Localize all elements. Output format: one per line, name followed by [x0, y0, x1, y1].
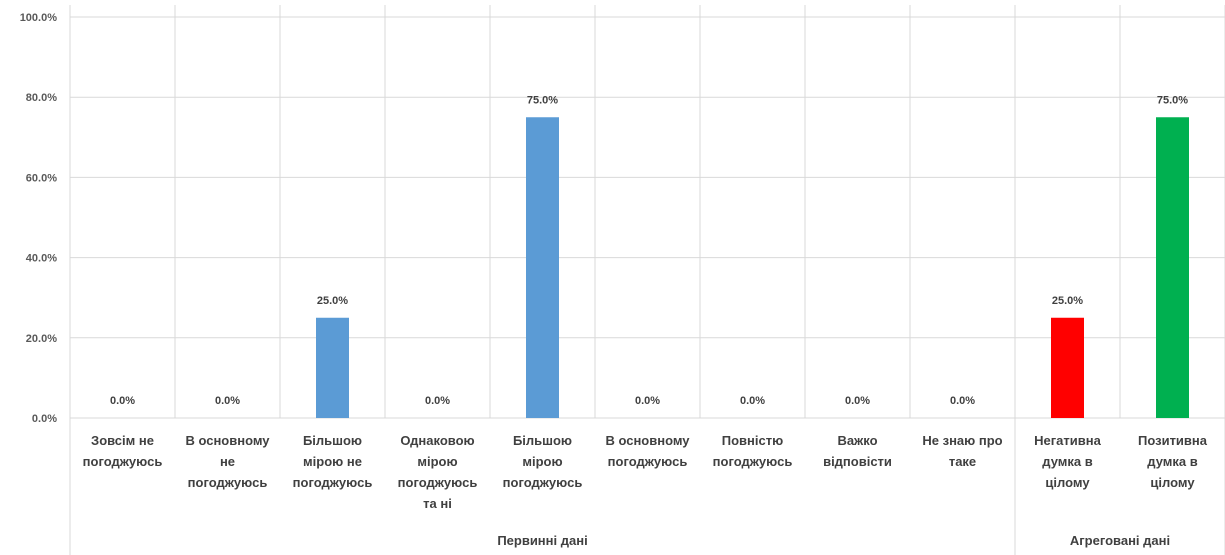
- category-label: погоджуюсь: [398, 475, 478, 490]
- y-tick-label: 0.0%: [32, 413, 57, 425]
- group-label: Первинні дані: [497, 533, 587, 548]
- category-label: мірою: [417, 454, 457, 469]
- category-label: погоджуюсь: [293, 475, 373, 490]
- category-label: Зовсім не: [91, 433, 154, 448]
- y-tick-label: 40.0%: [26, 253, 57, 265]
- category-label: думка в: [1147, 454, 1197, 469]
- category-label: таке: [949, 454, 976, 469]
- group-label: Агреговані дані: [1070, 533, 1170, 548]
- category-label: погоджуюсь: [503, 475, 583, 490]
- y-tick-label: 60.0%: [26, 172, 57, 184]
- category-label: Однаковою: [400, 433, 474, 448]
- category-label: думка в: [1042, 454, 1092, 469]
- category-label: погоджуюсь: [188, 475, 268, 490]
- category-label: Більшою: [303, 433, 362, 448]
- category-label: Негативна: [1034, 433, 1101, 448]
- data-label: 0.0%: [950, 395, 975, 407]
- data-label: 25.0%: [317, 295, 348, 307]
- category-label: не: [220, 454, 235, 469]
- category-label: Не знаю про: [922, 433, 1002, 448]
- category-label: В основному: [605, 433, 690, 448]
- category-label: погоджуюсь: [713, 454, 793, 469]
- category-label: мірою: [522, 454, 562, 469]
- category-label: відповісти: [823, 454, 892, 469]
- bar: [526, 117, 559, 418]
- data-label: 0.0%: [215, 395, 240, 407]
- data-label: 0.0%: [425, 395, 450, 407]
- category-label: Позитивна: [1138, 433, 1208, 448]
- category-label: В основному: [185, 433, 270, 448]
- data-label: 0.0%: [845, 395, 870, 407]
- category-label: Більшою: [513, 433, 572, 448]
- bar: [1051, 317, 1084, 418]
- y-tick-label: 20.0%: [26, 333, 57, 345]
- data-label: 0.0%: [110, 395, 135, 407]
- category-label: мірою не: [303, 454, 362, 469]
- category-label: Важко: [837, 433, 877, 448]
- data-label: 0.0%: [635, 395, 660, 407]
- category-label: цілому: [1045, 475, 1090, 490]
- bar: [1156, 117, 1189, 418]
- y-tick-label: 100.0%: [20, 12, 58, 24]
- category-label: Повністю: [722, 433, 783, 448]
- data-label: 75.0%: [1157, 94, 1188, 106]
- category-label: погоджуюсь: [83, 454, 163, 469]
- data-label: 75.0%: [527, 94, 558, 106]
- category-label: та ні: [423, 496, 452, 511]
- data-label: 0.0%: [740, 395, 765, 407]
- category-label: погоджуюсь: [608, 454, 688, 469]
- bar: [316, 317, 349, 418]
- y-tick-label: 80.0%: [26, 92, 57, 104]
- category-label: цілому: [1150, 475, 1195, 490]
- data-label: 25.0%: [1052, 295, 1083, 307]
